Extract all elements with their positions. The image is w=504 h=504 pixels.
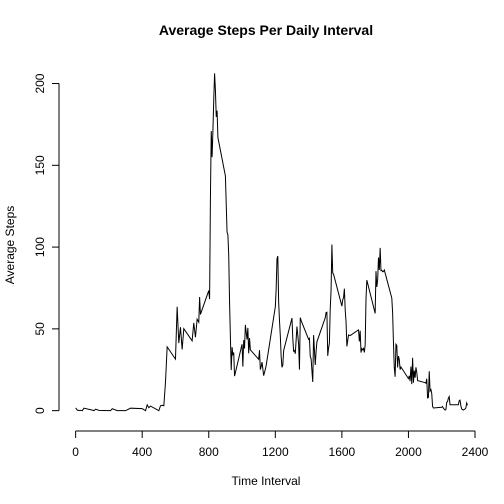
x-tick-label: 1600 (329, 445, 356, 459)
x-axis: 0 400 800 1200 1600 2000 2400 (72, 430, 489, 459)
x-tick-label: 2400 (462, 445, 489, 459)
y-tick-label: 100 (33, 237, 47, 257)
chart-title: Average Steps Per Daily Interval (159, 22, 373, 38)
y-tick-label: 150 (33, 155, 47, 175)
y-axis: 0 50 100 150 200 (33, 73, 60, 414)
x-tick-label: 800 (199, 445, 219, 459)
plot-area (75, 73, 468, 412)
x-tick-label: 2000 (395, 445, 422, 459)
x-tick-label: 1200 (262, 445, 289, 459)
x-tick-label: 0 (72, 445, 79, 459)
y-axis-label: Average Steps (3, 206, 17, 285)
series-line (75, 73, 468, 412)
y-tick-label: 50 (33, 322, 47, 336)
x-tick-label: 400 (132, 445, 152, 459)
y-tick-label: 0 (33, 407, 47, 414)
x-axis-label: Time Interval (232, 474, 301, 488)
y-tick-label: 200 (33, 73, 47, 93)
